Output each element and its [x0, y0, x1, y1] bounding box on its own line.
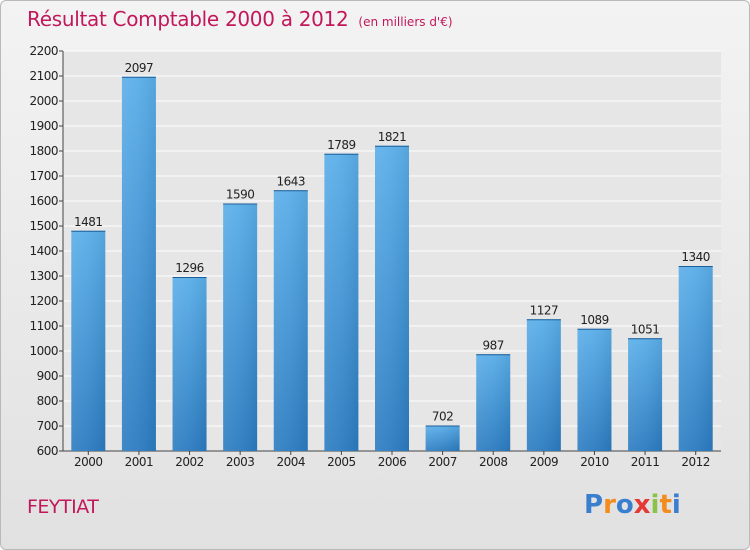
- bar-shine: [223, 203, 258, 451]
- x-tick-label: 2002: [175, 455, 204, 469]
- y-tick-label: 1600: [29, 194, 58, 208]
- y-tick-label: 1100: [29, 319, 58, 333]
- y-tick-label: 1900: [29, 119, 58, 133]
- y-tick-label: 2000: [29, 94, 58, 108]
- logo-letter: o: [615, 490, 634, 520]
- data-label: 1296: [175, 261, 204, 275]
- data-label: 1051: [631, 322, 660, 336]
- y-tick-label: 700: [37, 419, 58, 433]
- y-tick-label: 1000: [29, 344, 58, 358]
- x-tick-label: 2003: [226, 455, 255, 469]
- x-tick-label: 2001: [125, 455, 154, 469]
- data-label: 1340: [681, 250, 710, 264]
- data-label: 1481: [74, 215, 103, 229]
- x-tick-label: 2004: [276, 455, 305, 469]
- x-tick-label: 2000: [74, 455, 103, 469]
- bar-shine: [324, 153, 359, 451]
- proxiti-logo[interactable]: Proxiti: [584, 490, 681, 520]
- x-tick-label: 2011: [631, 455, 660, 469]
- y-tick-label: 2100: [29, 69, 58, 83]
- x-tick-label: 2006: [378, 455, 407, 469]
- commune-name: FEYTIAT: [27, 496, 99, 518]
- x-tick-label: 2009: [530, 455, 559, 469]
- chart-title-text: Résultat Comptable 2000 à 2012: [27, 7, 349, 31]
- data-label: 1789: [327, 138, 356, 152]
- y-tick-label: 900: [37, 369, 58, 383]
- logo-letter: r: [603, 490, 616, 520]
- y-tick-label: 1400: [29, 244, 58, 258]
- data-label: 1821: [378, 130, 407, 144]
- bar-shine: [425, 425, 460, 451]
- bar-shine: [476, 354, 511, 451]
- bar-shine: [375, 145, 409, 451]
- x-tick-label: 2012: [681, 455, 710, 469]
- y-tick-label: 2200: [29, 44, 58, 58]
- logo-letter: i: [650, 490, 660, 520]
- bar-shine: [577, 328, 612, 451]
- y-tick-label: 1800: [29, 144, 58, 158]
- logo-letter: i: [671, 490, 681, 520]
- logo-letter: x: [633, 490, 651, 520]
- y-tick-label: 1300: [29, 269, 58, 283]
- x-tick-label: 2008: [479, 455, 508, 469]
- data-label: 2097: [125, 61, 154, 75]
- data-label: 1089: [580, 313, 609, 327]
- plot-area: 600 700 800 900 1000 1100 1200 1300 1400 1500 1600…: [29, 44, 721, 469]
- data-label: 702: [432, 410, 453, 424]
- chart-title: Résultat Comptable 2000 à 2012 (en millie…: [27, 7, 453, 31]
- y-tick-label: 800: [37, 394, 58, 408]
- bar-shine: [71, 230, 106, 451]
- bar-shine: [628, 338, 663, 451]
- bar-shine: [678, 266, 713, 451]
- bar-shine: [172, 277, 207, 451]
- y-tick-label: 600: [37, 444, 58, 458]
- y-tick-label: 1200: [29, 294, 58, 308]
- y-tick-label: 1500: [29, 219, 58, 233]
- bar-shine: [121, 76, 156, 451]
- logo-letter: P: [584, 490, 604, 520]
- y-tick-label: 1700: [29, 169, 58, 183]
- data-label: 1590: [226, 188, 255, 202]
- bar-shine: [273, 190, 308, 451]
- x-tick-label: 2005: [327, 455, 356, 469]
- bar-shine: [526, 319, 561, 451]
- data-label: 1127: [530, 303, 559, 317]
- logo-letter: t: [659, 490, 672, 520]
- x-tick-label: 2007: [428, 455, 457, 469]
- chart-unit: (en milliers d'€): [358, 15, 453, 29]
- x-tick-label: 2010: [580, 455, 609, 469]
- data-label: 1643: [276, 174, 305, 188]
- data-label: 987: [483, 338, 504, 352]
